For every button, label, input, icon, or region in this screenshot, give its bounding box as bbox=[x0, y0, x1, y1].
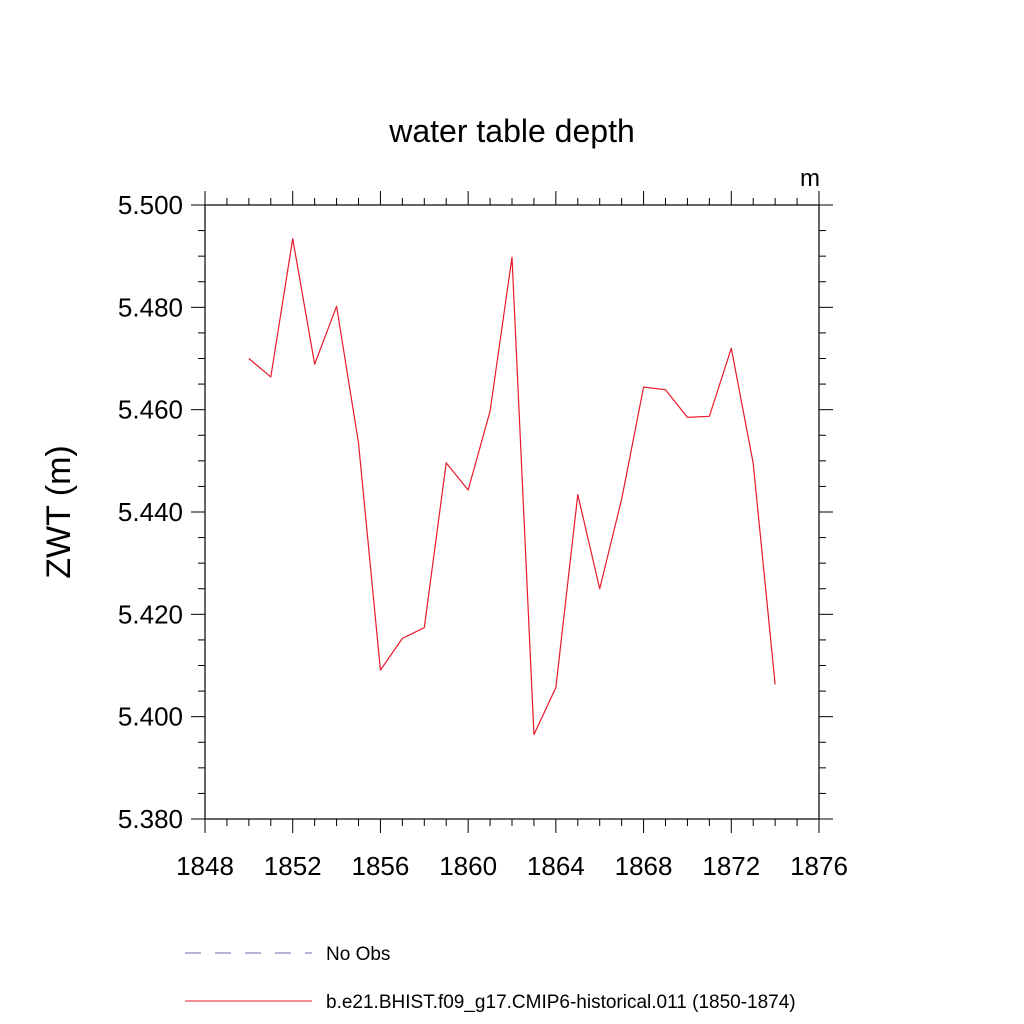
x-tick-label: 1868 bbox=[615, 851, 673, 881]
chart-title: water table depth bbox=[388, 113, 635, 149]
y-tick-label: 5.420 bbox=[118, 599, 183, 629]
x-tick-label: 1864 bbox=[527, 851, 585, 881]
legend: No Obs b.e21.BHIST.f09_g17.CMIP6-historic… bbox=[185, 944, 796, 1013]
units-label: m bbox=[800, 165, 820, 192]
legend-label: b.e21.BHIST.f09_g17.CMIP6-historical.011… bbox=[326, 992, 796, 1013]
legend-label: No Obs bbox=[326, 944, 390, 965]
y-tick-label: 5.480 bbox=[118, 292, 183, 322]
y-tick-label: 5.380 bbox=[118, 804, 183, 834]
y-axis-label: ZWT (m) bbox=[40, 445, 78, 578]
x-tick-label: 1852 bbox=[264, 851, 322, 881]
x-tick-label: 1860 bbox=[439, 851, 497, 881]
x-tick-label: 1876 bbox=[790, 851, 848, 881]
plot-frame bbox=[204, 204, 820, 820]
series-line bbox=[248, 238, 776, 736]
axis-tick-labels: 1848 1852 1856 1860 1864 1868 1872 1876 5.380 5.4… bbox=[118, 190, 848, 881]
x-tick-label: 1856 bbox=[352, 851, 410, 881]
y-tick-label: 5.400 bbox=[118, 702, 183, 732]
series-layer bbox=[248, 238, 776, 736]
axis-ticks bbox=[191, 191, 833, 833]
y-tick-label: 5.440 bbox=[118, 497, 183, 527]
y-tick-label: 5.500 bbox=[118, 190, 183, 220]
x-tick-label: 1848 bbox=[176, 851, 234, 881]
y-tick-label: 5.460 bbox=[118, 395, 183, 425]
x-tick-label: 1872 bbox=[702, 851, 760, 881]
